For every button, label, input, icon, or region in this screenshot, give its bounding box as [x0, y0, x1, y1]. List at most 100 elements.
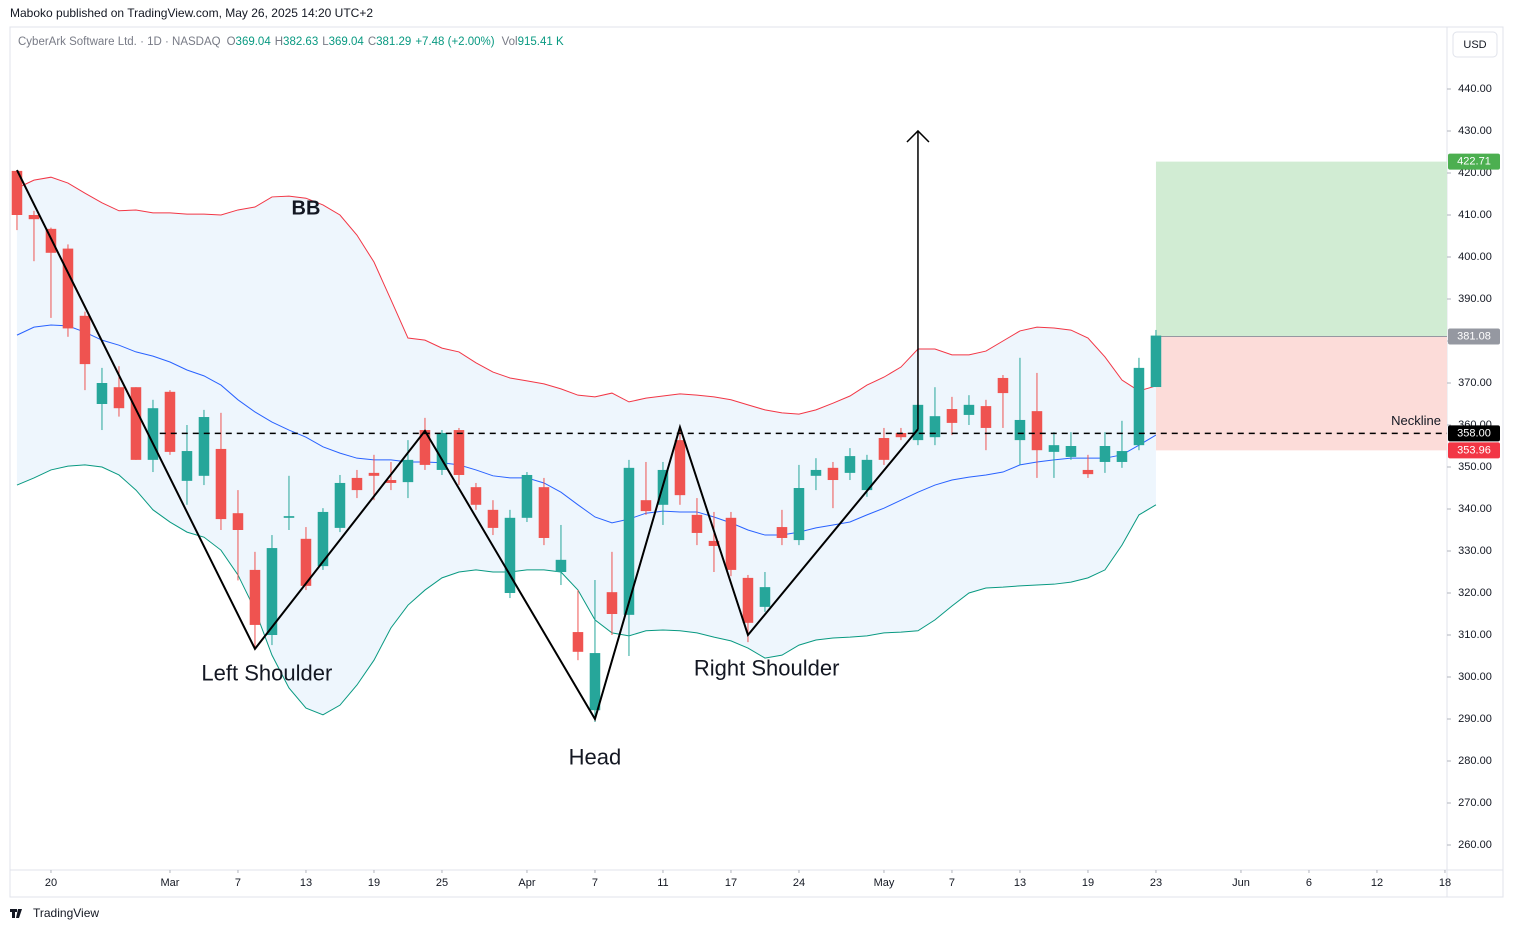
candle-body: [147, 408, 159, 460]
candle-body: [810, 469, 822, 476]
candle-body: [62, 248, 74, 329]
candle-body: [725, 517, 737, 570]
candle-body: [249, 569, 261, 625]
candle-body: [1150, 335, 1162, 388]
y-tick-label: 320.00: [1458, 587, 1492, 599]
y-tick-label: 290.00: [1458, 713, 1492, 725]
x-tick-label: 18: [1439, 877, 1451, 889]
candle-body: [45, 228, 57, 253]
neckline-label: Neckline: [1391, 413, 1441, 428]
x-tick-label: 12: [1371, 877, 1383, 889]
price-tag: [1448, 153, 1500, 170]
candle-body: [538, 487, 550, 538]
candle-body: [827, 467, 839, 481]
bb-label: BB: [292, 197, 321, 219]
price-tag: [1448, 328, 1500, 345]
stop-zone: [1155, 336, 1447, 451]
legend-value: 915.41 K: [518, 36, 564, 48]
legend-key: L: [322, 36, 329, 48]
y-tick-label: 280.00: [1458, 755, 1492, 767]
x-tick-label: 7: [949, 877, 955, 889]
candle-body: [232, 513, 244, 531]
candle-body: [572, 632, 584, 652]
candle-body: [861, 459, 873, 491]
x-tick-label: 13: [300, 877, 312, 889]
price-tag: [1448, 442, 1500, 459]
candle-body: [980, 406, 992, 428]
candle-body: [402, 459, 414, 483]
candle-body: [215, 448, 227, 520]
y-tick-label: 400.00: [1458, 251, 1492, 263]
candle-body: [351, 477, 363, 491]
y-tick-label: 440.00: [1458, 83, 1492, 95]
candle-body: [113, 387, 125, 409]
x-tick-label: May: [874, 877, 895, 889]
price-tag-label: 381.08: [1457, 330, 1491, 342]
y-tick-label: 260.00: [1458, 839, 1492, 851]
candle-body: [691, 514, 703, 533]
candle-body: [929, 416, 941, 438]
candle-body: [708, 540, 720, 546]
candle-body: [11, 170, 23, 215]
candle-body: [1082, 469, 1094, 475]
legend-key: O: [227, 36, 236, 48]
candle-body: [1065, 446, 1077, 457]
candle-body: [28, 214, 40, 220]
candle-body: [300, 538, 312, 586]
candle-body: [759, 587, 771, 607]
x-tick-label: 20: [45, 877, 57, 889]
x-tick-label: 19: [1082, 877, 1094, 889]
x-tick-label: 13: [1014, 877, 1026, 889]
bb-lower: [16, 464, 1157, 716]
x-tick-label: 7: [592, 877, 598, 889]
candle-body: [997, 377, 1009, 394]
annotation: Left Shoulder: [201, 661, 332, 686]
y-tick-label: 310.00: [1458, 629, 1492, 641]
x-tick-label: 11: [657, 877, 668, 889]
legend-key: C: [368, 36, 376, 48]
ohlc-legend: O 369.04 H 382.63 L 369.04 C 381.29 +7.48 (+2.00…: [227, 36, 564, 48]
candle-body: [589, 653, 601, 711]
candle-body: [198, 417, 210, 476]
legend-value: 369.04: [329, 36, 365, 48]
candle-body: [453, 430, 465, 475]
y-tick-label: 370.00: [1458, 377, 1492, 389]
pattern-line: [16, 169, 919, 722]
candle-body: [266, 548, 278, 636]
footer-brand: TradingView: [33, 906, 99, 920]
currency[interactable]: USD: [1463, 39, 1486, 51]
candle-body: [674, 440, 686, 496]
y-tick-label: 420.00: [1458, 167, 1492, 179]
candle-body: [555, 559, 567, 573]
x-tick-label: 24: [793, 877, 805, 889]
x-tick-label: 19: [368, 877, 380, 889]
arrow-head: [906, 129, 930, 143]
price-tag: [1448, 425, 1500, 442]
candle-body: [640, 500, 652, 512]
candle-body: [504, 517, 516, 594]
candle-body: [742, 577, 754, 623]
candle-body: [164, 391, 176, 452]
y-tick-label: 330.00: [1458, 545, 1492, 557]
candle-body: [334, 482, 346, 528]
bb-upper: [16, 176, 1157, 415]
x-tick-label: 7: [235, 877, 241, 889]
currency-button[interactable]: [1452, 31, 1498, 58]
candle-body: [1031, 411, 1043, 451]
y-tick-label: 430.00: [1458, 125, 1492, 137]
x-tick-label: 25: [436, 877, 448, 889]
y-tick-label: 390.00: [1458, 293, 1492, 305]
publisher: Maboko published on TradingView.com, May…: [10, 6, 373, 20]
x-tick-label: Mar: [160, 877, 179, 889]
candle-body: [419, 430, 431, 465]
candle-body: [1116, 451, 1128, 462]
legend-key: H: [275, 36, 283, 48]
annotation: Head: [569, 745, 622, 770]
candle-body: [793, 488, 805, 541]
candle-body: [1099, 446, 1111, 462]
candle-body: [79, 315, 91, 365]
candle-body: [368, 472, 380, 476]
candle-body: [946, 409, 958, 423]
legend-key: Vol: [502, 36, 518, 48]
